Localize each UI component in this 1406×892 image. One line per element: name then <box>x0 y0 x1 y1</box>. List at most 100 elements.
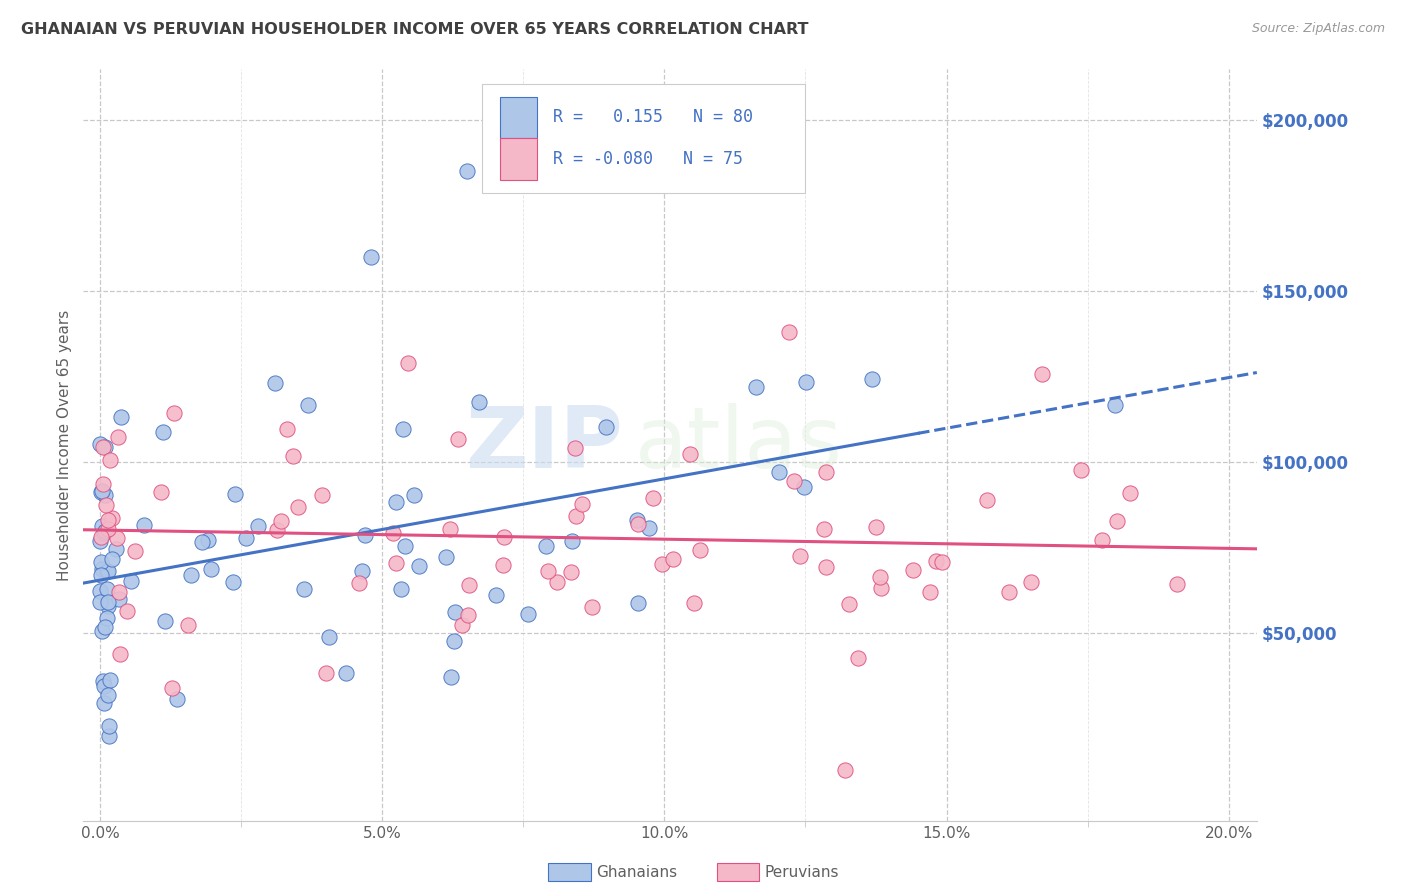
Point <box>124 544 146 558</box>
Point <box>166 692 188 706</box>
Point <box>860 372 883 386</box>
Point <box>352 564 374 578</box>
Point <box>96 611 118 625</box>
Point <box>627 516 650 531</box>
Point <box>263 376 285 391</box>
Point <box>1021 574 1043 589</box>
Point <box>101 510 124 524</box>
Text: Ghanaians: Ghanaians <box>596 865 678 880</box>
Point <box>247 518 270 533</box>
Point <box>107 430 129 444</box>
Point <box>93 679 115 693</box>
Point <box>651 557 673 571</box>
Point <box>97 719 120 733</box>
Point <box>662 552 685 566</box>
Y-axis label: Householder Income Over 65 years: Householder Income Over 65 years <box>58 310 72 581</box>
Point <box>789 549 811 564</box>
Point <box>391 421 413 435</box>
Point <box>494 530 516 544</box>
Point <box>683 596 706 610</box>
Point <box>813 522 835 536</box>
Point <box>443 634 465 648</box>
Point <box>1105 514 1128 528</box>
Point <box>97 522 120 536</box>
Point <box>89 533 111 548</box>
Point <box>560 566 582 580</box>
Point <box>389 582 412 596</box>
Point <box>91 476 114 491</box>
Point <box>94 440 117 454</box>
Point <box>93 696 115 710</box>
Point <box>180 568 202 582</box>
Point <box>105 532 128 546</box>
Point <box>546 574 568 589</box>
Point <box>98 673 121 687</box>
Point <box>235 531 257 545</box>
Point <box>90 555 112 569</box>
FancyBboxPatch shape <box>501 138 537 179</box>
Point <box>353 528 375 542</box>
Point <box>90 624 112 638</box>
Point <box>458 578 481 592</box>
Point <box>134 518 156 533</box>
Point <box>335 666 357 681</box>
Point <box>901 563 924 577</box>
Point <box>485 589 508 603</box>
Point <box>90 485 112 500</box>
Point <box>918 585 941 599</box>
Point <box>89 595 111 609</box>
Point <box>89 437 111 451</box>
Point <box>108 647 131 661</box>
Point <box>627 596 650 610</box>
Point <box>98 729 121 743</box>
Point <box>869 570 891 584</box>
Point <box>838 597 860 611</box>
Point <box>396 356 419 370</box>
Point <box>93 526 115 541</box>
Point <box>444 605 467 619</box>
Point <box>191 534 214 549</box>
Point <box>402 488 425 502</box>
Point <box>1091 533 1114 548</box>
Point <box>98 453 121 467</box>
Point <box>581 599 603 614</box>
Point <box>94 524 117 538</box>
Point <box>689 543 711 558</box>
Point <box>869 582 891 596</box>
Point <box>534 539 557 553</box>
Point <box>1104 399 1126 413</box>
Point <box>408 558 430 573</box>
Point <box>571 497 593 511</box>
Point <box>439 522 461 536</box>
Text: ZIP: ZIP <box>465 403 623 486</box>
Point <box>394 539 416 553</box>
Point <box>1031 368 1053 382</box>
Text: GHANAIAN VS PERUVIAN HOUSEHOLDER INCOME OVER 65 YEARS CORRELATION CHART: GHANAIAN VS PERUVIAN HOUSEHOLDER INCOME … <box>21 22 808 37</box>
Point <box>96 688 118 702</box>
Point <box>1119 485 1142 500</box>
Point <box>997 584 1019 599</box>
Point <box>297 398 319 412</box>
Text: Peruvians: Peruvians <box>765 865 839 880</box>
Point <box>360 250 382 264</box>
Text: atlas: atlas <box>636 403 842 486</box>
Point <box>745 380 768 394</box>
Point <box>561 534 583 549</box>
Point <box>89 584 111 599</box>
Point <box>768 466 790 480</box>
Point <box>105 542 128 557</box>
Point <box>91 562 114 576</box>
Point <box>276 422 298 436</box>
Text: R =   0.155   N = 80: R = 0.155 N = 80 <box>553 109 752 127</box>
Point <box>626 513 648 527</box>
FancyBboxPatch shape <box>501 96 537 138</box>
Point <box>814 559 837 574</box>
Text: R = -0.080   N = 75: R = -0.080 N = 75 <box>553 150 742 168</box>
Point <box>270 514 292 528</box>
Point <box>783 474 806 488</box>
Point <box>96 595 118 609</box>
Point <box>793 480 815 494</box>
Point <box>434 550 457 565</box>
Point <box>385 556 408 570</box>
Point <box>197 533 219 547</box>
